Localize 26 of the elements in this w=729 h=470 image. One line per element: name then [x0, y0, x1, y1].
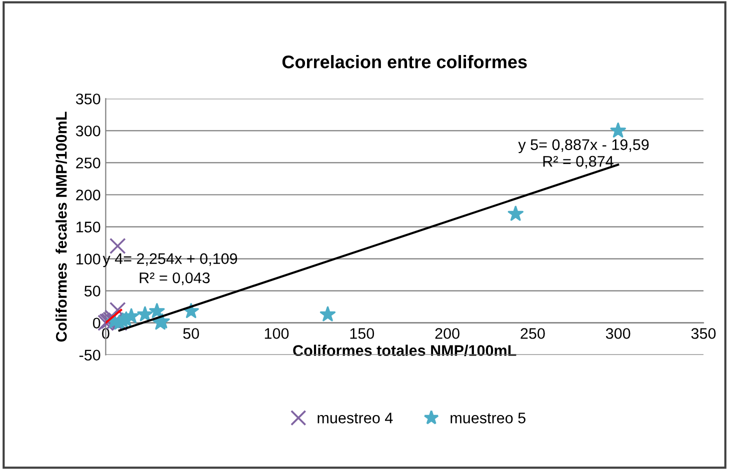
annotation: y 5= 0,887x - 19,59	[518, 139, 649, 154]
y-tick-label: 50	[84, 286, 100, 296]
x-tick-label: 150	[350, 328, 374, 339]
x-axis-title: Coliformes totales NMP/100mL	[293, 344, 516, 356]
y-tick-label: 250	[76, 158, 100, 168]
x-tick-label: 200	[435, 328, 460, 339]
y-tick-label: -50	[79, 350, 100, 361]
y-tick-label: 300	[76, 126, 100, 136]
annotation: R² = 0,043	[140, 272, 210, 286]
annotation: R² = 0,874	[543, 156, 614, 169]
x-tick-label: 350	[691, 328, 716, 339]
y-tick-label: 200	[76, 190, 100, 200]
chart-title: Correlacion entre coliformes	[282, 55, 527, 68]
x-tick-label: 300	[606, 328, 630, 339]
x-tick-label: 100	[264, 328, 289, 339]
x-tick-label: 250	[520, 328, 545, 339]
y-axis-title: Coliformes fecales NMP/100mL	[56, 112, 67, 342]
legend-label: muestreo 5	[450, 412, 526, 424]
y-tick-label: 350	[76, 94, 100, 104]
y-tick-label: 150	[76, 222, 100, 232]
legend-label: muestreo 4	[318, 412, 393, 424]
annotation: y 4= 2,254x + 0,109	[102, 253, 238, 268]
y-tick-label: 100	[76, 254, 100, 264]
y-tick-label: 0	[92, 318, 100, 329]
x-tick-label: 50	[183, 328, 199, 339]
x-tick-label: 0	[102, 328, 110, 339]
